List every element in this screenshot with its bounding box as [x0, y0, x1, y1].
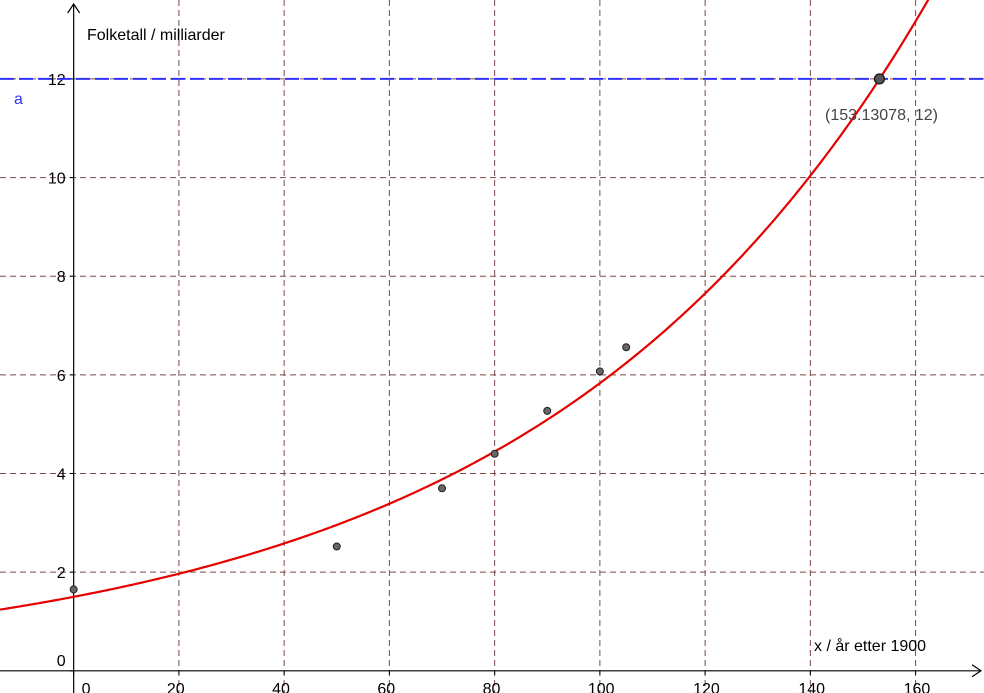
x-tick-label: 80: [483, 681, 501, 693]
x-tick-label: 0: [82, 681, 91, 693]
y-tick-label: 4: [57, 467, 66, 484]
x-tick-label: 60: [377, 681, 395, 693]
x-tick-label: 140: [798, 681, 825, 693]
data-point: [622, 343, 631, 352]
y-tick-label: 0: [57, 653, 66, 670]
x-axis-label: x / år etter 1900: [814, 637, 926, 655]
x-tick-label: 40: [272, 681, 290, 693]
x-tick-label: 100: [588, 681, 615, 693]
y-axis-arrow-icon: [67, 2, 81, 14]
data-points: [69, 73, 886, 594]
tick-labels: 0 20 40 60 80 100 120 140 160 0 2 4 6 8 10 12: [48, 72, 931, 693]
line-a-label: a: [14, 91, 23, 108]
intersection-point-label: (153.13078, 12): [825, 107, 938, 124]
curve-layer: [0, 0, 930, 611]
y-tick-label: 6: [57, 368, 66, 385]
y-tick-label: 12: [48, 72, 66, 89]
x-tick-label: 20: [167, 681, 185, 693]
x-tick-label: 120: [693, 681, 720, 693]
y-tick-label: 10: [48, 171, 66, 188]
x-axis-arrow-icon: [971, 664, 983, 678]
regression-curve: [0, 0, 930, 611]
y-tick-label: 2: [57, 565, 66, 582]
data-point: [438, 484, 447, 493]
data-point: [69, 585, 78, 594]
y-tick-label: 8: [57, 269, 66, 286]
data-point: [543, 406, 552, 415]
data-point: [490, 449, 499, 458]
y-axis-label: Folketall / milliarder: [87, 27, 225, 44]
data-point: [332, 542, 341, 551]
x-tick-label: 160: [904, 681, 931, 693]
data-point: [595, 367, 604, 376]
intersection-point: [873, 73, 886, 85]
